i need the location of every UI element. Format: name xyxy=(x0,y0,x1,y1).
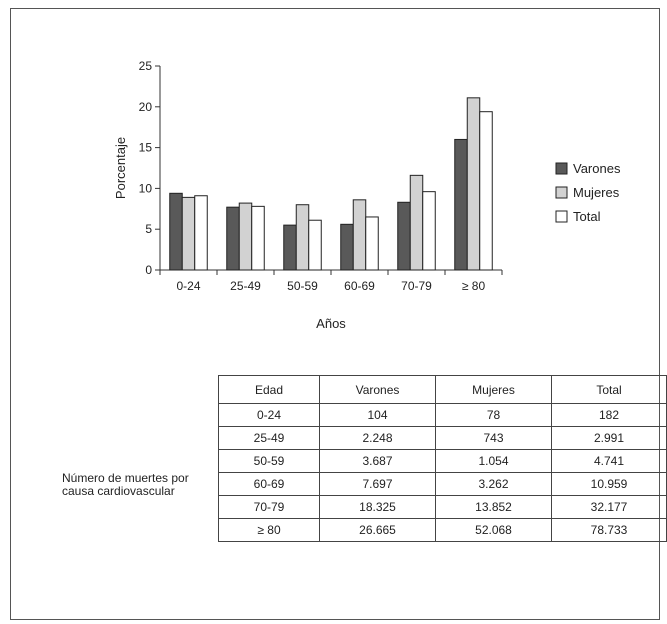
cell-varones: 104 xyxy=(319,403,436,427)
legend-label: Total xyxy=(573,209,601,224)
bar-varones xyxy=(169,192,183,271)
bar-total xyxy=(422,191,436,271)
y-tick-label: 10 xyxy=(139,181,153,195)
cell-total: 4.741 xyxy=(551,449,667,473)
table-caption-line1: Número de muertes por xyxy=(62,471,189,485)
cell-mujeres: 743 xyxy=(435,426,552,450)
x-tick-label: 50-59 xyxy=(287,279,318,293)
cell-varones: 18.325 xyxy=(319,495,436,519)
bar-varones xyxy=(397,201,411,271)
deaths-table: Edad Varones Mujeres Total 0-24 104 78 1… xyxy=(218,375,667,542)
bar-mujeres xyxy=(409,174,424,271)
bar-total xyxy=(251,205,265,271)
cell-total: 2.991 xyxy=(551,426,667,450)
bar-varones xyxy=(283,224,297,271)
table-row: 25-49 2.248 743 2.991 xyxy=(218,426,667,450)
cell-varones: 26.665 xyxy=(319,518,436,542)
header-mujeres: Mujeres xyxy=(435,375,552,404)
bar-mujeres xyxy=(352,199,367,271)
table-row: 60-69 7.697 3.262 10.959 xyxy=(218,472,667,496)
cell-total: 32.177 xyxy=(551,495,667,519)
y-tick-label: 5 xyxy=(145,222,152,236)
cell-mujeres: 78 xyxy=(435,403,552,427)
cell-mujeres: 1.054 xyxy=(435,449,552,473)
table-row: 70-79 18.325 13.852 32.177 xyxy=(218,495,667,519)
bar-varones xyxy=(454,138,468,271)
header-total: Total xyxy=(551,375,667,404)
table-caption-line2: causa cardiovascular xyxy=(62,484,175,498)
x-axis: 0-24 25-49 50-59 60-69 70-79 ≥ 80 xyxy=(159,269,503,293)
x-axis-label: Años xyxy=(316,316,346,331)
y-tick-label: 15 xyxy=(139,141,153,155)
x-tick-label: 0-24 xyxy=(176,279,200,293)
bar-mujeres xyxy=(295,204,310,271)
x-tick-label: 60-69 xyxy=(344,279,375,293)
cell-edad: 60-69 xyxy=(218,472,320,496)
x-tick-label: 25-49 xyxy=(230,279,261,293)
cell-total: 10.959 xyxy=(551,472,667,496)
legend-swatch xyxy=(555,162,568,175)
bar-total xyxy=(365,216,379,271)
bar-varones xyxy=(340,223,354,271)
cell-varones: 7.697 xyxy=(319,472,436,496)
cell-edad: 50-59 xyxy=(218,449,320,473)
bars xyxy=(169,97,493,271)
cell-mujeres: 3.262 xyxy=(435,472,552,496)
x-tick-label: 70-79 xyxy=(401,279,432,293)
bar-total xyxy=(479,111,493,271)
cell-varones: 3.687 xyxy=(319,449,436,473)
bar-mujeres xyxy=(466,97,481,271)
cell-total: 78.733 xyxy=(551,518,667,542)
cell-mujeres: 13.852 xyxy=(435,495,552,519)
table-row: 0-24 104 78 182 xyxy=(218,403,667,427)
cell-edad: 25-49 xyxy=(218,426,320,450)
bar-total xyxy=(308,219,322,271)
cell-varones: 2.248 xyxy=(319,426,436,450)
cell-total: 182 xyxy=(551,403,667,427)
x-tick-label: ≥ 80 xyxy=(462,279,486,293)
cell-edad: 0-24 xyxy=(218,403,320,427)
y-tick-label: 0 xyxy=(145,263,152,277)
bar-mujeres xyxy=(238,202,253,271)
y-tick-label: 20 xyxy=(139,100,153,114)
legend-label: Varones xyxy=(573,161,621,176)
header-varones: Varones xyxy=(319,375,436,404)
y-axis-label: Porcentaje xyxy=(113,137,128,199)
legend-swatch xyxy=(555,186,568,199)
table-row: ≥ 80 26.665 52.068 78.733 xyxy=(218,518,667,542)
table-row: 50-59 3.687 1.054 4.741 xyxy=(218,449,667,473)
legend-swatch xyxy=(555,210,568,223)
legend: Varones Mujeres Total xyxy=(555,161,621,224)
cell-edad: 70-79 xyxy=(218,495,320,519)
cell-edad: ≥ 80 xyxy=(218,518,320,542)
table-caption: Número de muertes por causa cardiovascul… xyxy=(62,472,222,498)
y-axis: 0 5 10 15 20 25 xyxy=(139,59,161,277)
bar-total xyxy=(194,195,208,271)
bar-varones xyxy=(226,206,240,271)
y-tick-label: 25 xyxy=(139,59,153,73)
bar-mujeres xyxy=(181,196,196,271)
table-header-row: Edad Varones Mujeres Total xyxy=(218,375,667,404)
header-edad: Edad xyxy=(218,375,320,404)
cell-mujeres: 52.068 xyxy=(435,518,552,542)
figure-frame xyxy=(10,8,660,620)
legend-label: Mujeres xyxy=(573,185,620,200)
